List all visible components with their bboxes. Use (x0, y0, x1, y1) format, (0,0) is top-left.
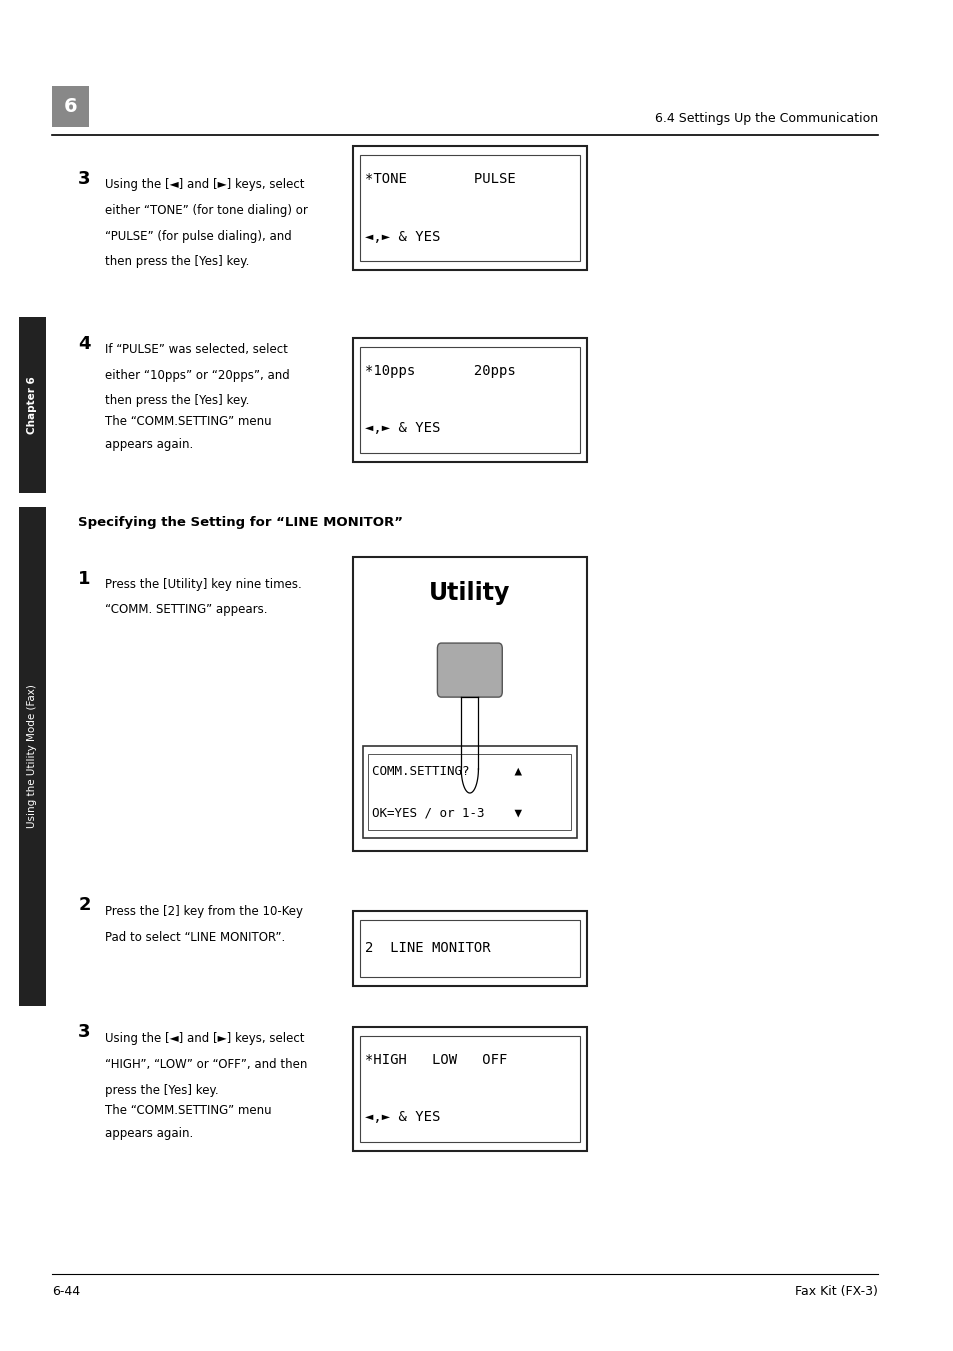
Text: 2  LINE MONITOR: 2 LINE MONITOR (365, 942, 491, 955)
Text: Fax Kit (FX-3): Fax Kit (FX-3) (794, 1285, 877, 1298)
FancyBboxPatch shape (359, 155, 579, 261)
Text: *HIGH   LOW   OFF: *HIGH LOW OFF (365, 1054, 507, 1067)
Text: 2: 2 (78, 896, 91, 913)
Text: then press the [Yes] key.: then press the [Yes] key. (105, 394, 249, 408)
FancyBboxPatch shape (359, 920, 579, 977)
Text: ◄,► & YES: ◄,► & YES (365, 1111, 440, 1124)
Text: OK=YES / or 1-3    ▼: OK=YES / or 1-3 ▼ (372, 807, 521, 819)
Text: 6-44: 6-44 (52, 1285, 80, 1298)
Text: 4: 4 (78, 335, 91, 353)
FancyBboxPatch shape (353, 146, 586, 270)
Text: either “10pps” or “20pps”, and: either “10pps” or “20pps”, and (105, 369, 290, 382)
Text: The “COMM.SETTING” menu: The “COMM.SETTING” menu (105, 415, 272, 428)
Text: Press the [Utility] key nine times.: Press the [Utility] key nine times. (105, 578, 301, 592)
Text: Using the [◄] and [►] keys, select: Using the [◄] and [►] keys, select (105, 1032, 304, 1046)
Text: Using the [◄] and [►] keys, select: Using the [◄] and [►] keys, select (105, 178, 304, 192)
Text: 3: 3 (78, 170, 91, 188)
FancyBboxPatch shape (19, 507, 46, 1006)
Text: press the [Yes] key.: press the [Yes] key. (105, 1084, 218, 1097)
Text: then press the [Yes] key.: then press the [Yes] key. (105, 255, 249, 269)
Text: “COMM. SETTING” appears.: “COMM. SETTING” appears. (105, 603, 267, 616)
Text: *10pps       20pps: *10pps 20pps (365, 365, 516, 378)
Text: either “TONE” (for tone dialing) or: either “TONE” (for tone dialing) or (105, 204, 308, 218)
Text: Specifying the Setting for “LINE MONITOR”: Specifying the Setting for “LINE MONITOR… (78, 516, 403, 530)
FancyBboxPatch shape (359, 1036, 579, 1142)
Text: ◄,► & YES: ◄,► & YES (365, 422, 440, 435)
FancyBboxPatch shape (353, 557, 586, 851)
Text: 1: 1 (78, 570, 91, 588)
Text: *TONE        PULSE: *TONE PULSE (365, 173, 516, 186)
Text: appears again.: appears again. (105, 438, 193, 451)
Text: 3: 3 (78, 1023, 91, 1040)
FancyBboxPatch shape (52, 86, 89, 127)
FancyBboxPatch shape (353, 338, 586, 462)
Text: Utility: Utility (429, 581, 510, 605)
Text: ◄,► & YES: ◄,► & YES (365, 230, 440, 243)
Text: The “COMM.SETTING” menu: The “COMM.SETTING” menu (105, 1104, 272, 1117)
FancyBboxPatch shape (436, 643, 501, 697)
FancyBboxPatch shape (353, 911, 586, 986)
Text: 6.4 Settings Up the Communication: 6.4 Settings Up the Communication (654, 112, 877, 126)
FancyBboxPatch shape (362, 746, 577, 838)
Text: If “PULSE” was selected, select: If “PULSE” was selected, select (105, 343, 288, 357)
Text: COMM.SETTING?      ▲: COMM.SETTING? ▲ (372, 765, 521, 777)
Text: Using the Utility Mode (Fax): Using the Utility Mode (Fax) (28, 685, 37, 828)
FancyBboxPatch shape (353, 1027, 586, 1151)
Text: Pad to select “LINE MONITOR”.: Pad to select “LINE MONITOR”. (105, 931, 285, 944)
Text: Chapter 6: Chapter 6 (28, 377, 37, 434)
Text: “PULSE” (for pulse dialing), and: “PULSE” (for pulse dialing), and (105, 230, 292, 243)
FancyBboxPatch shape (368, 754, 571, 830)
FancyBboxPatch shape (359, 347, 579, 453)
Text: 6: 6 (64, 97, 77, 116)
Text: Press the [2] key from the 10-Key: Press the [2] key from the 10-Key (105, 905, 303, 919)
Text: appears again.: appears again. (105, 1127, 193, 1140)
Text: “HIGH”, “LOW” or “OFF”, and then: “HIGH”, “LOW” or “OFF”, and then (105, 1058, 307, 1071)
FancyBboxPatch shape (19, 317, 46, 493)
